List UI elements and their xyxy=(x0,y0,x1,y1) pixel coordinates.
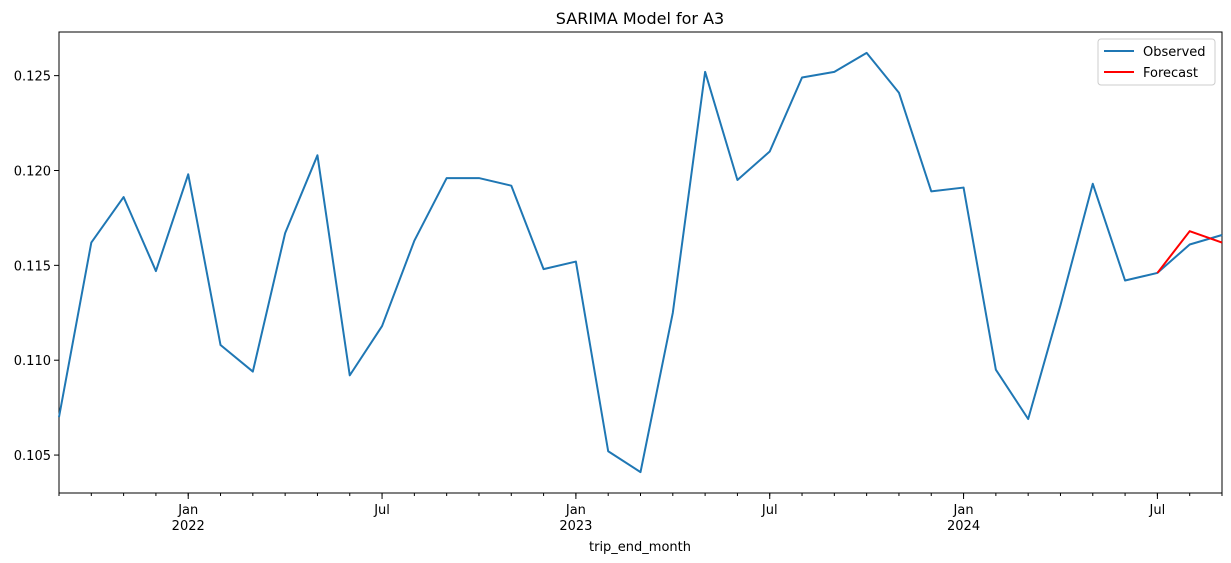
y-tick-label: 0.115 xyxy=(14,259,51,274)
x-tick-label: 2023 xyxy=(559,519,592,534)
chart-title: SARIMA Model for A3 xyxy=(556,9,724,28)
x-tick-label: Jul xyxy=(373,503,390,518)
y-tick-label: 0.105 xyxy=(14,449,51,464)
y-tick-label: 0.110 xyxy=(14,354,51,369)
x-axis-label: trip_end_month xyxy=(589,540,691,555)
series-line-observed xyxy=(58,51,1223,474)
y-tick-label: 0.125 xyxy=(14,70,51,85)
y-tick-label: 0.120 xyxy=(14,164,51,179)
series-layer xyxy=(58,51,1223,474)
legend-label-forecast: Forecast xyxy=(1143,66,1198,81)
y-axis: 0.105 0.110 0.115 0.120 0.125 xyxy=(14,70,59,464)
legend: Observed Forecast xyxy=(1097,38,1216,86)
x-tick-label: Jul xyxy=(761,503,778,518)
plot-frame xyxy=(58,31,1223,494)
x-tick-label: 2022 xyxy=(172,519,205,534)
x-tick-label: Jan xyxy=(953,503,974,518)
x-tick-label: Jan xyxy=(565,503,586,518)
legend-label-observed: Observed xyxy=(1143,45,1206,60)
x-tick-label: 2024 xyxy=(947,519,980,534)
x-tick-label: Jul xyxy=(1149,503,1166,518)
x-tick-label: Jan xyxy=(177,503,198,518)
